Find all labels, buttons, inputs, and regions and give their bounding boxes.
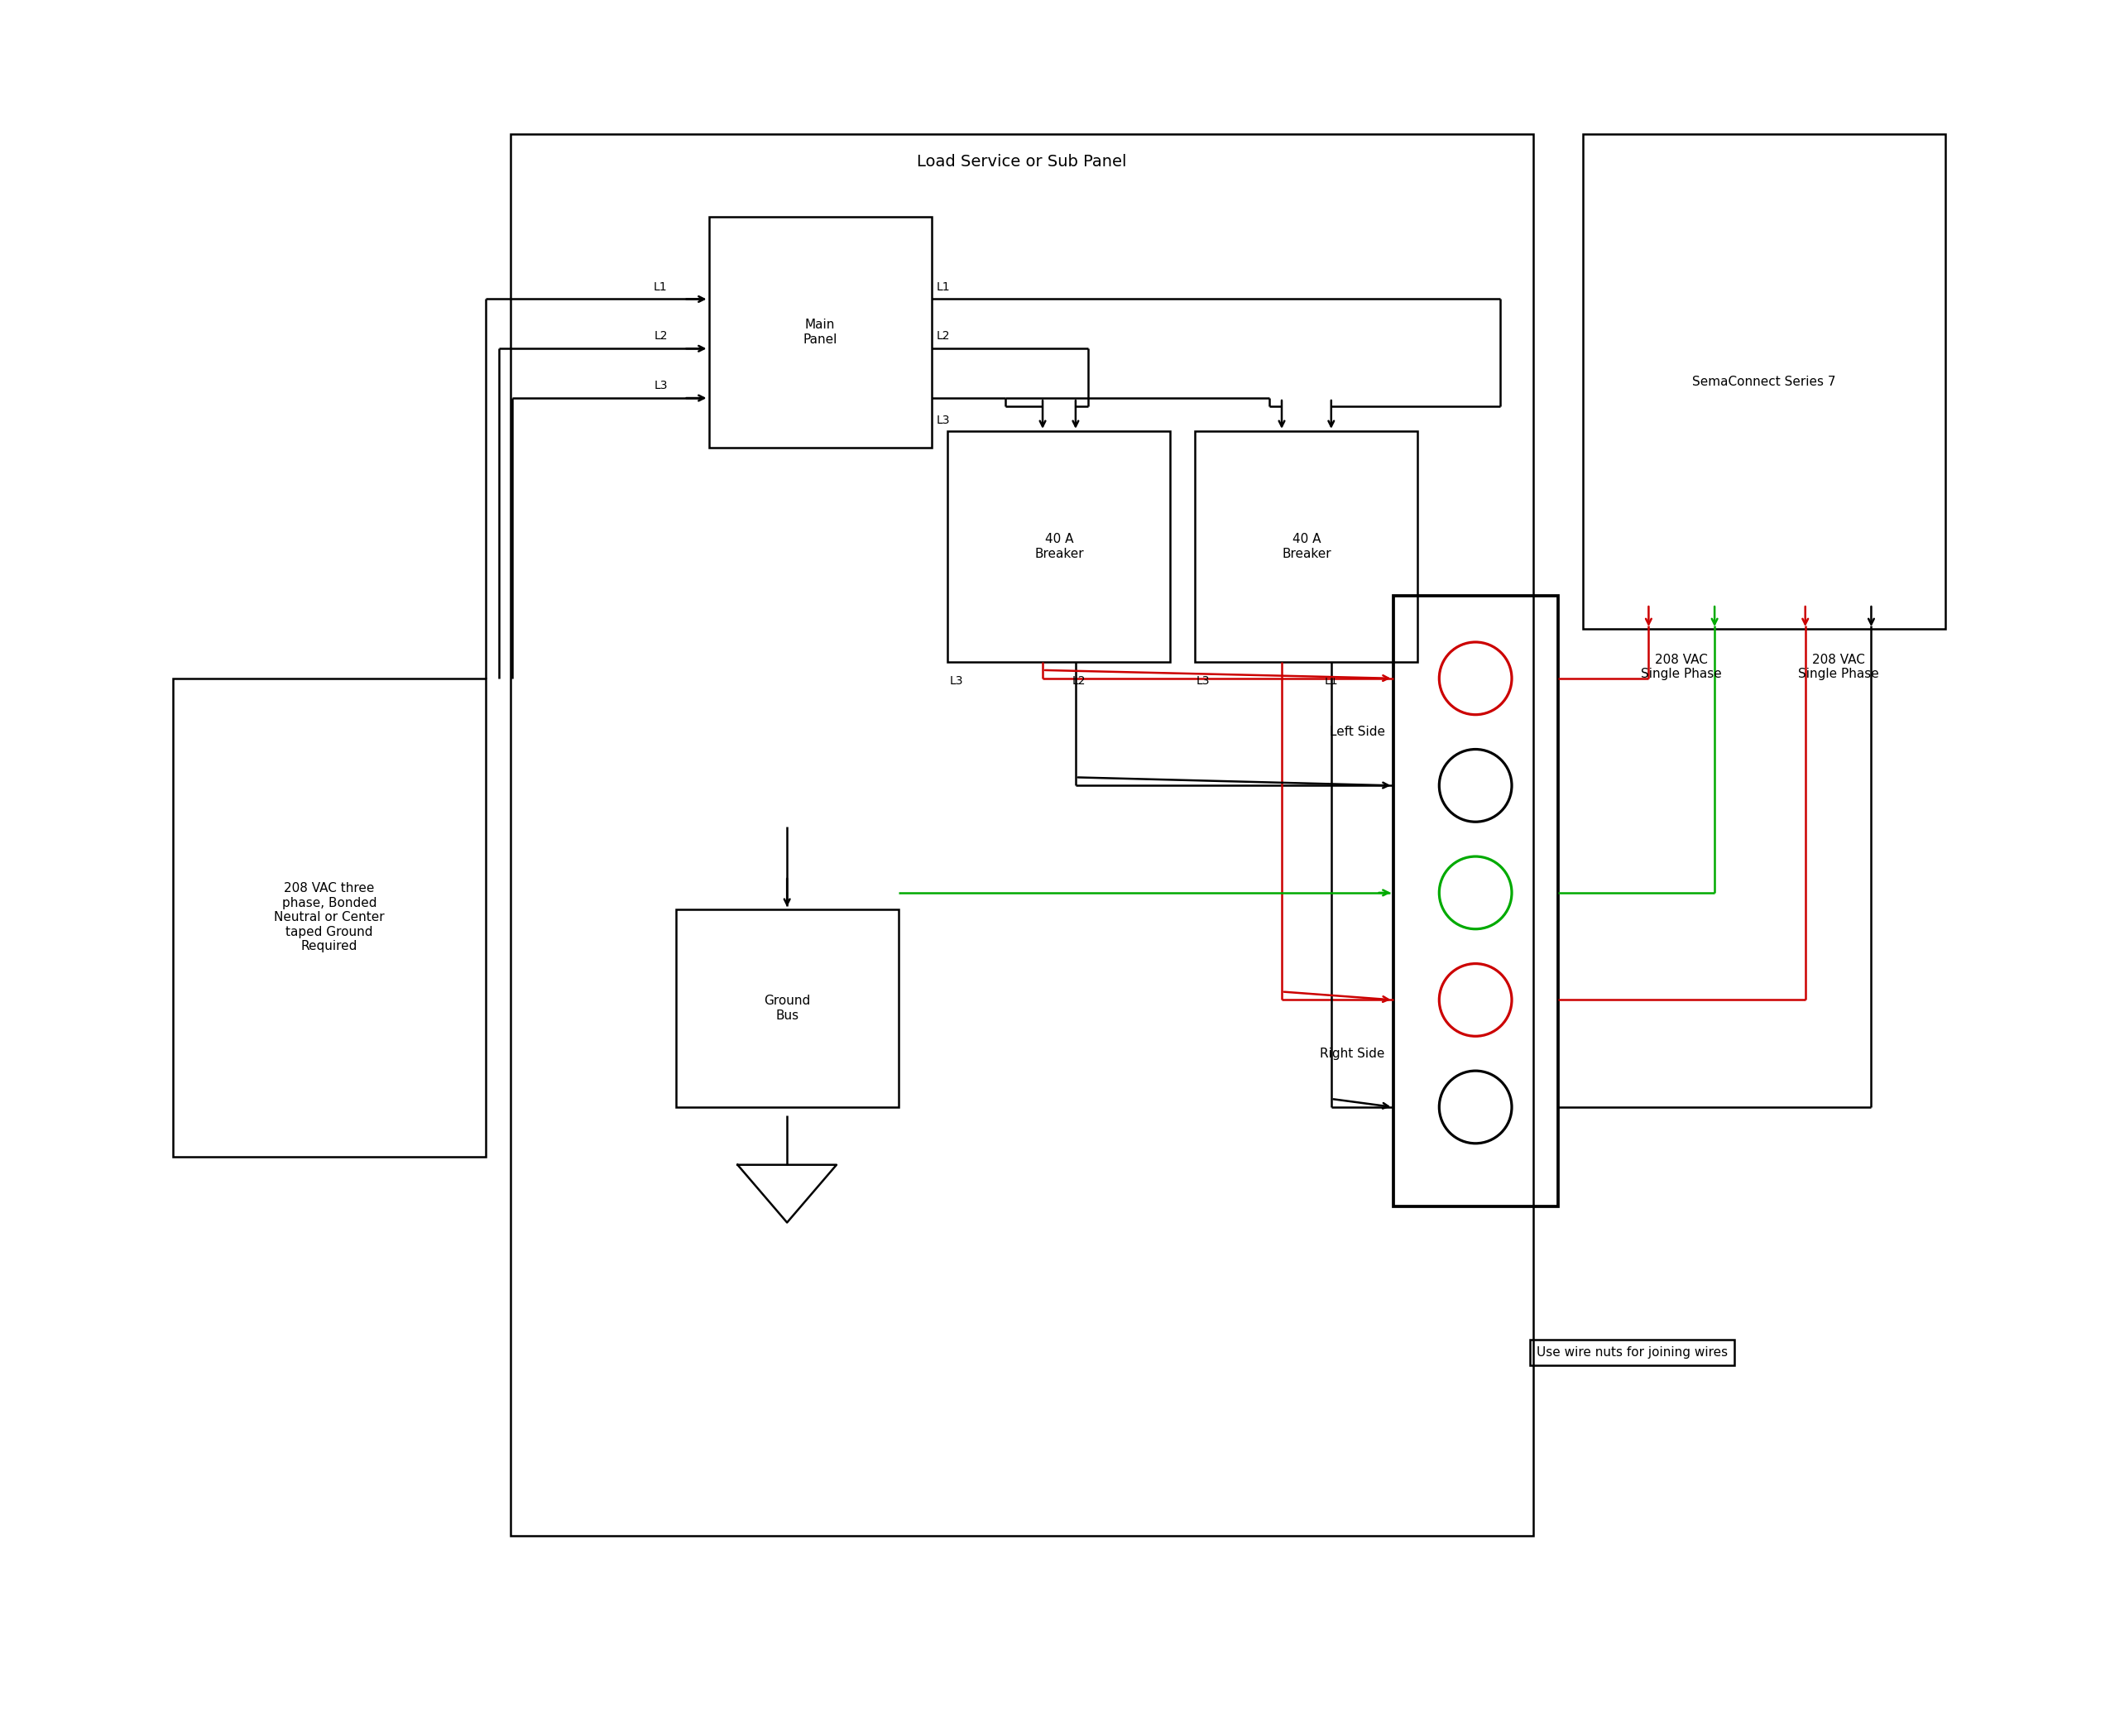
Text: Load Service or Sub Panel: Load Service or Sub Panel xyxy=(918,155,1127,170)
Text: 40 A
Breaker: 40 A Breaker xyxy=(1034,533,1085,559)
Text: 40 A
Breaker: 40 A Breaker xyxy=(1281,533,1331,559)
Text: L2: L2 xyxy=(1072,675,1087,687)
Bar xyxy=(947,431,1171,661)
Bar xyxy=(511,134,1534,1536)
Text: L3: L3 xyxy=(654,380,667,391)
Text: L2: L2 xyxy=(654,330,667,342)
Text: L2: L2 xyxy=(937,330,949,342)
Bar xyxy=(675,910,899,1108)
Text: 208 VAC
Single Phase: 208 VAC Single Phase xyxy=(1642,654,1722,681)
Text: Right Side: Right Side xyxy=(1321,1047,1384,1059)
Text: SemaConnect Series 7: SemaConnect Series 7 xyxy=(1692,375,1836,387)
Bar xyxy=(1194,431,1418,661)
Bar xyxy=(1582,134,1945,628)
Bar xyxy=(173,679,485,1156)
Bar xyxy=(709,217,931,448)
Text: Use wire nuts for joining wires: Use wire nuts for joining wires xyxy=(1536,1345,1728,1359)
Text: Ground
Bus: Ground Bus xyxy=(764,995,810,1021)
Text: 208 VAC
Single Phase: 208 VAC Single Phase xyxy=(1798,654,1878,681)
Text: L1: L1 xyxy=(937,281,949,292)
Text: L3: L3 xyxy=(949,675,962,687)
Text: L1: L1 xyxy=(1325,675,1338,687)
Bar xyxy=(1393,595,1557,1207)
Text: L3: L3 xyxy=(937,415,949,425)
Text: Main
Panel: Main Panel xyxy=(804,319,838,345)
Text: Left Side: Left Side xyxy=(1329,726,1384,738)
Text: L1: L1 xyxy=(654,281,667,292)
Text: L3: L3 xyxy=(1196,675,1211,687)
Text: 208 VAC three
phase, Bonded
Neutral or Center
taped Ground
Required: 208 VAC three phase, Bonded Neutral or C… xyxy=(274,882,384,953)
